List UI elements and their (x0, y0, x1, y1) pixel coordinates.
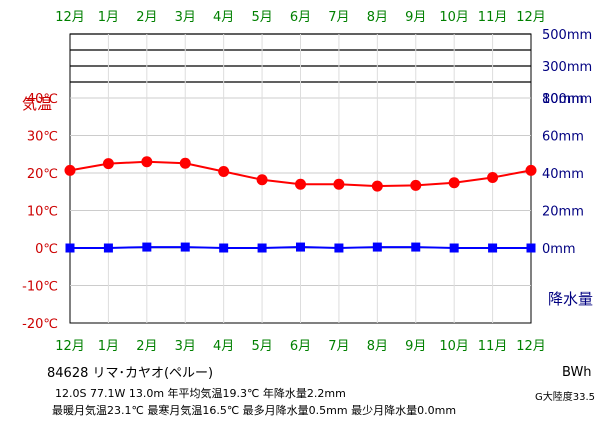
temperature-point (141, 156, 153, 168)
precipitation-point (334, 243, 344, 253)
month-label-bottom: 11月 (478, 339, 508, 354)
precipitation-point (526, 243, 536, 253)
month-label-bottom: 2月 (136, 339, 157, 354)
month-label-top: 7月 (328, 10, 349, 25)
temperature-point (410, 179, 422, 191)
precipitation-point (257, 243, 267, 253)
month-label-bottom: 5月 (251, 339, 272, 354)
precipitation-point (372, 242, 382, 252)
month-label-bottom: 4月 (213, 339, 234, 354)
month-label-bottom: 1月 (98, 339, 119, 354)
precipitation-point (142, 242, 152, 252)
month-label-bottom: 12月 (516, 339, 546, 354)
temperature-point (448, 177, 460, 189)
precipitation-point (296, 242, 305, 252)
precip-tick-label: 60mm (542, 130, 584, 145)
temp-axis-title: 気温 (22, 95, 52, 113)
precip-log-tick-label: 300mm (542, 60, 592, 75)
month-label-bottom: 9月 (405, 339, 426, 354)
temperature-point (525, 164, 537, 176)
temperature-point (64, 164, 76, 176)
station-name: 84628 リマ･カヤオ(ペルー) (47, 366, 214, 381)
month-label-bottom: 3月 (175, 339, 196, 354)
precip-axis-title: 降水量 (548, 290, 593, 308)
precip-tick-label: 40mm (542, 167, 584, 182)
precipitation-point (411, 242, 421, 252)
month-label-top: 10月 (439, 10, 469, 25)
temp-tick-label: 0℃ (35, 242, 58, 257)
precipitation-point (488, 243, 498, 253)
precip-tick-label: 20mm (542, 205, 584, 220)
precipitation-point (65, 243, 75, 253)
month-label-top: 3月 (175, 10, 196, 25)
temperature-point (179, 157, 191, 169)
month-label-top: 9月 (405, 10, 426, 25)
precip-log-tick-label: 100mm (542, 92, 592, 107)
precip-log-tick-label: 500mm (542, 28, 592, 43)
temperature-point (295, 178, 306, 190)
temperature-point (256, 174, 268, 186)
month-label-top: 8月 (367, 10, 388, 25)
continentality-index: G大陸度33.5 (535, 392, 596, 403)
month-label-top: 12月 (516, 10, 546, 25)
temperature-point (218, 166, 230, 177)
temperature-point (487, 172, 499, 183)
station-info-line1: 12.0S 77.1W 13.0m 年平均気温19.3℃ 年降水量2.2mm (55, 387, 346, 400)
precipitation-point (219, 243, 229, 253)
month-label-bottom: 10月 (439, 339, 469, 354)
month-label-top: 11月 (478, 10, 508, 25)
temp-tick-label: 30℃ (27, 130, 58, 145)
temp-tick-label: 10℃ (27, 205, 58, 220)
precipitation-point (103, 243, 113, 253)
month-label-top: 4月 (213, 10, 234, 25)
month-label-top: 6月 (290, 10, 311, 25)
precipitation-point (180, 242, 190, 252)
month-label-top: 1月 (98, 10, 119, 25)
month-label-bottom: 12月 (55, 339, 85, 354)
station-info-line2: 最暖月気温23.1℃ 最寒月気温16.5℃ 最多月降水量0.5mm 最少月降水量… (52, 404, 457, 417)
temp-tick-label: -20℃ (22, 317, 58, 332)
month-label-top: 12月 (55, 10, 85, 25)
temperature-point (333, 178, 345, 190)
temp-tick-label: 20℃ (27, 167, 58, 182)
precip-tick-label: 80mm (542, 92, 584, 107)
month-label-bottom: 8月 (367, 339, 388, 354)
temperature-point (102, 158, 114, 170)
temperature-point (371, 180, 383, 192)
month-label-top: 2月 (136, 10, 157, 25)
temp-tick-label: 40℃ (27, 92, 58, 107)
temp-tick-label: -10℃ (22, 280, 58, 295)
precip-tick-label: 0mm (542, 242, 576, 257)
precipitation-point (449, 243, 459, 253)
month-label-bottom: 7月 (328, 339, 349, 354)
month-label-top: 5月 (251, 10, 272, 25)
climate-classification: BWh (562, 365, 592, 380)
month-label-bottom: 6月 (290, 339, 311, 354)
